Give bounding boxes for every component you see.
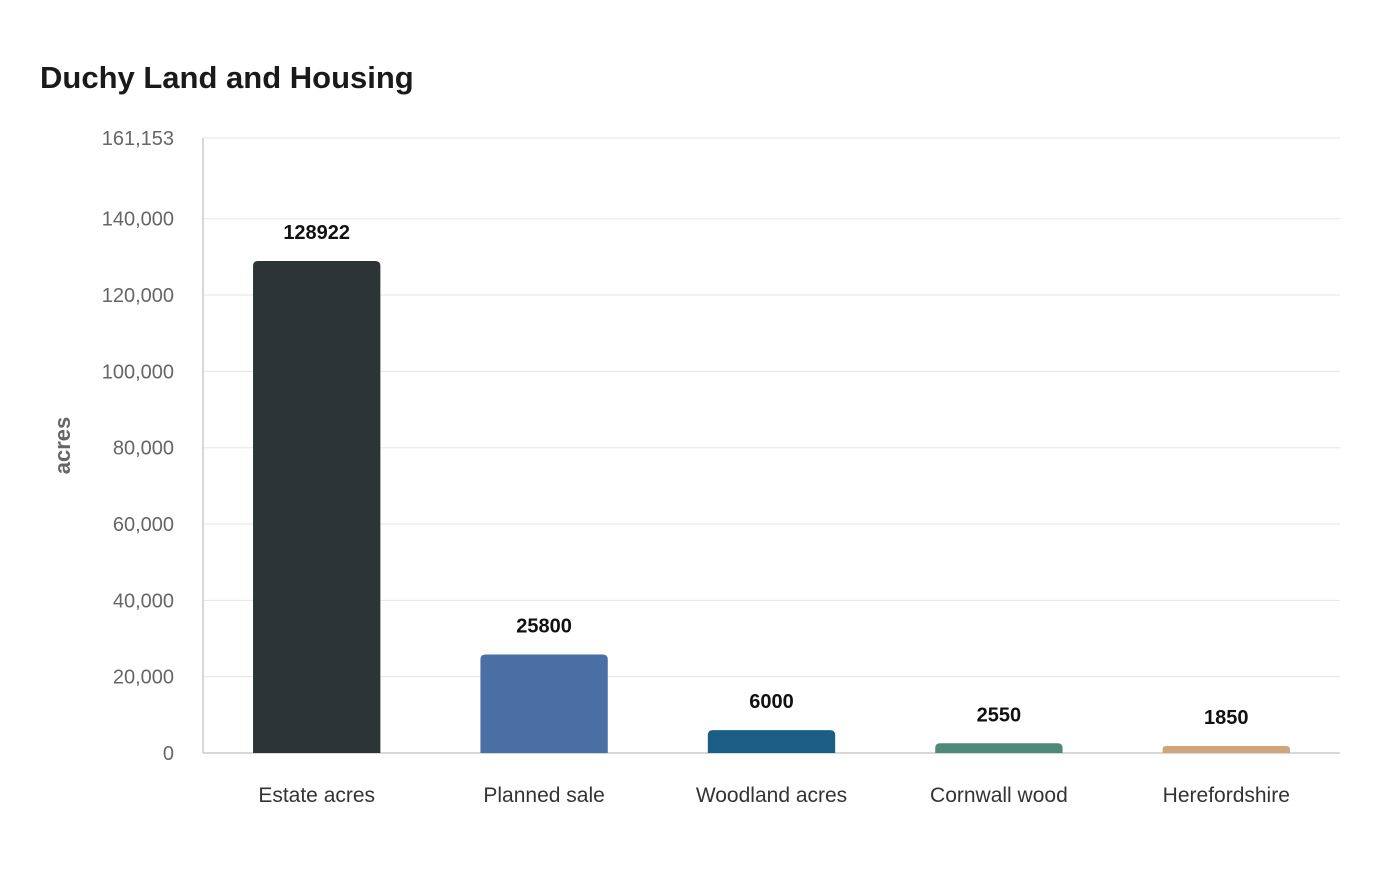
data-label: 25800 [516, 616, 572, 638]
y-tick-label: 0 [163, 743, 174, 765]
y-axis-label: acres [50, 417, 75, 475]
bar [935, 743, 1063, 753]
data-label: 6000 [749, 691, 794, 713]
x-tick-label: Cornwall wood [930, 784, 1068, 807]
y-tick-label: 140,000 [102, 209, 174, 231]
bar [253, 261, 381, 753]
x-tick-label: Planned sale [483, 784, 604, 807]
x-tick-label: Herefordshire [1163, 784, 1290, 807]
x-tick-label: Woodland acres [696, 784, 847, 807]
data-label: 2550 [977, 704, 1022, 726]
y-tick-label: 60,000 [113, 514, 174, 536]
bar [1162, 745, 1290, 753]
y-tick-label: 120,000 [102, 285, 174, 307]
x-tick-label: Estate acres [258, 784, 375, 807]
y-tick-label: 40,000 [113, 590, 174, 612]
bar [707, 730, 836, 753]
bar [480, 654, 608, 753]
data-label: 1850 [1204, 707, 1249, 729]
y-tick-label: 20,000 [113, 667, 174, 689]
chart-title: Duchy Land and Housing [40, 60, 414, 95]
y-tick-label: 161,153 [102, 128, 174, 150]
y-tick-label: 100,000 [102, 361, 174, 383]
y-tick-label: 80,000 [113, 438, 174, 460]
data-label: 128922 [283, 222, 350, 244]
